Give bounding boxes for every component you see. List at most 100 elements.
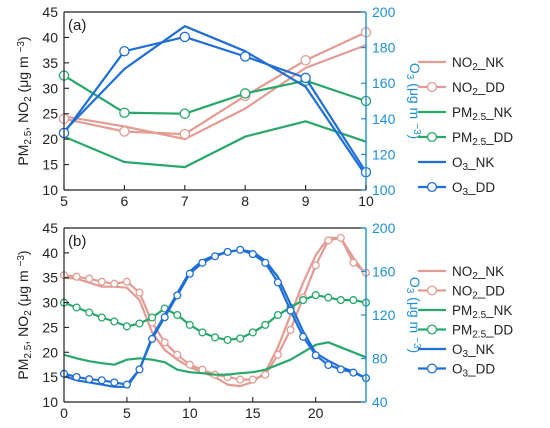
series-line bbox=[63, 248, 367, 388]
x-tick-label: 6 bbox=[121, 193, 129, 209]
legend-marker bbox=[426, 285, 438, 296]
data-point bbox=[122, 380, 131, 389]
series-line bbox=[63, 294, 367, 341]
legend-marker bbox=[426, 324, 438, 335]
data-point bbox=[336, 365, 345, 374]
legend-item: PM2.5_DD bbox=[418, 323, 513, 341]
x-tick-label: 5 bbox=[123, 405, 131, 421]
data-point bbox=[261, 370, 270, 379]
legend-item: NO2_NK bbox=[418, 55, 504, 73]
data-point bbox=[273, 350, 282, 359]
data-point bbox=[119, 45, 130, 57]
legend-label: O3_DD bbox=[452, 362, 495, 380]
y-axis-label-left: PM2.5, NO2 (μg m −3) bbox=[15, 250, 34, 379]
y-tick-label-left: 15 bbox=[42, 369, 58, 385]
data-point bbox=[300, 72, 311, 84]
data-point bbox=[148, 313, 157, 322]
data-point bbox=[160, 338, 169, 347]
data-point bbox=[261, 258, 270, 267]
y-tick-label-left: 15 bbox=[42, 157, 58, 173]
series-pm25-nk bbox=[63, 120, 367, 169]
y-tick-label-left: 35 bbox=[42, 270, 58, 286]
series-line bbox=[63, 44, 367, 141]
legend-marker bbox=[426, 363, 438, 374]
series-line bbox=[63, 25, 367, 177]
data-point bbox=[110, 378, 119, 387]
data-point bbox=[173, 310, 182, 320]
legend-label: O3_NK bbox=[452, 342, 494, 360]
panel-a: 5 6 7 8 9 10 10 15 20 25 30 35 40 45 100 120 140 160 180 20… bbox=[15, 4, 513, 209]
legend-item: O3_NK bbox=[418, 342, 494, 360]
x-tick-label: 9 bbox=[302, 193, 310, 209]
data-point bbox=[349, 296, 358, 305]
data-point bbox=[236, 334, 245, 343]
data-point bbox=[179, 108, 191, 119]
x-tick-label: 0 bbox=[60, 405, 68, 421]
panel-b: 0 5 10 15 20 10 15 20 25 30 35 40 45 40 80 120 160 200 (b)… bbox=[15, 220, 513, 421]
data-point bbox=[72, 303, 81, 312]
data-point bbox=[185, 320, 194, 329]
series-o3-nk bbox=[63, 25, 367, 177]
data-point bbox=[198, 258, 207, 267]
legend-label: PM2.5_DD bbox=[452, 323, 513, 341]
data-point bbox=[185, 269, 194, 278]
data-point bbox=[110, 279, 119, 288]
data-point bbox=[85, 308, 94, 317]
legend-label: NO2_DD bbox=[452, 80, 505, 98]
y-tick-label-left: 25 bbox=[42, 319, 58, 335]
legend-label: O3_NK bbox=[452, 155, 494, 173]
data-point bbox=[97, 313, 106, 322]
legend-item: PM2.5_DD bbox=[418, 130, 513, 148]
y-tick-label-left: 10 bbox=[42, 182, 58, 198]
legend-marker bbox=[426, 81, 438, 93]
data-point bbox=[311, 351, 320, 360]
y-tick-label-left: 40 bbox=[42, 245, 58, 261]
y-tick-label-right: 200 bbox=[372, 220, 396, 236]
y-tick-label-left: 35 bbox=[42, 55, 58, 71]
series-o3-nk bbox=[63, 248, 367, 388]
y-tick-label-left: 20 bbox=[42, 344, 58, 360]
data-point bbox=[223, 247, 232, 256]
data-point bbox=[97, 277, 106, 286]
data-point bbox=[239, 88, 251, 99]
data-point bbox=[299, 296, 308, 305]
data-point bbox=[135, 288, 144, 297]
data-point bbox=[72, 372, 81, 382]
legend-label: PM2.5_NK bbox=[452, 105, 512, 123]
y-tick-label-left: 10 bbox=[42, 394, 58, 410]
data-point bbox=[122, 322, 131, 331]
y-tick-label-right: 80 bbox=[372, 351, 388, 367]
x-tick-label: 5 bbox=[60, 193, 68, 209]
data-point bbox=[179, 128, 191, 140]
series-no2-dd bbox=[58, 27, 372, 140]
data-point bbox=[349, 258, 358, 267]
legend-item: O3_NK bbox=[418, 155, 494, 173]
data-point bbox=[286, 325, 295, 334]
data-point bbox=[248, 375, 257, 384]
legend-label: O3_DD bbox=[452, 180, 495, 198]
data-point bbox=[299, 332, 308, 341]
data-point bbox=[160, 313, 169, 322]
data-point bbox=[119, 107, 130, 118]
data-point bbox=[173, 350, 182, 359]
legend-item: PM2.5_NK bbox=[418, 105, 512, 123]
x-tick-label: 7 bbox=[181, 193, 189, 209]
data-point bbox=[173, 291, 182, 300]
y-axis-label-right: O3 (μg m −3) bbox=[405, 277, 424, 353]
data-point bbox=[179, 31, 191, 43]
data-point bbox=[85, 274, 94, 283]
y-tick-label-left: 45 bbox=[42, 4, 58, 20]
y-tick-label-right: 160 bbox=[372, 264, 396, 280]
y-tick-label-right: 140 bbox=[372, 111, 396, 127]
data-point bbox=[324, 293, 333, 302]
y-tick-label-left: 25 bbox=[42, 106, 58, 122]
legend-item: O3_DD bbox=[418, 180, 495, 198]
series-pm25-nk bbox=[63, 341, 367, 376]
data-point bbox=[110, 317, 119, 326]
data-point bbox=[324, 360, 333, 370]
legend-label: NO2_DD bbox=[452, 284, 505, 302]
legend-marker bbox=[426, 181, 438, 193]
data-point bbox=[236, 375, 245, 384]
